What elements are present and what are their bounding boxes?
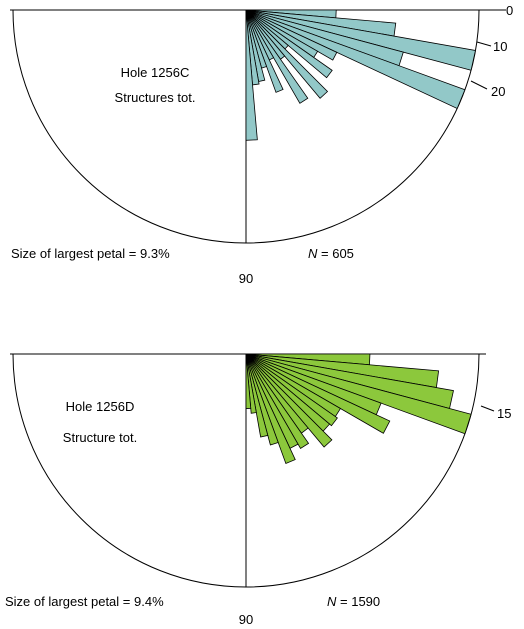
largest-petal-label: Size of largest petal = 9.4%	[5, 594, 164, 609]
petal-85-deg	[245, 9, 258, 141]
tick-mark-15	[480, 405, 495, 412]
tick-mark-10	[476, 41, 492, 47]
largest-petal-label: Size of largest petal = 9.3%	[11, 246, 170, 261]
sample-count-label: N = 605	[308, 246, 354, 261]
rose-diagram-1256d: 15 Hole 1256D Structure tot. Size of lar…	[5, 353, 511, 627]
petal-20-deg	[245, 9, 466, 110]
hole-subtitle: Structure tot.	[63, 430, 137, 445]
hole-title: Hole 1256C	[121, 65, 190, 80]
direction-label-90: 90	[239, 612, 253, 627]
petal-85-deg	[245, 353, 252, 409]
radial-tick-label-15: 15	[497, 406, 511, 421]
hole-title: Hole 1256D	[66, 399, 135, 414]
hole-subtitle: Structures tot.	[115, 90, 196, 105]
direction-label-0: 0	[506, 3, 513, 18]
direction-label-90: 90	[239, 271, 253, 286]
tick-mark-20	[470, 80, 488, 90]
sample-count-label: N = 1590	[327, 594, 380, 609]
petal-group	[245, 353, 472, 464]
radial-tick-label-20: 20	[491, 84, 505, 99]
petal-group	[245, 9, 476, 141]
rose-diagram-1256c: 0 10 20 Hole 1256C Structures tot. Size …	[10, 3, 513, 286]
radial-tick-label-10: 10	[493, 39, 507, 54]
